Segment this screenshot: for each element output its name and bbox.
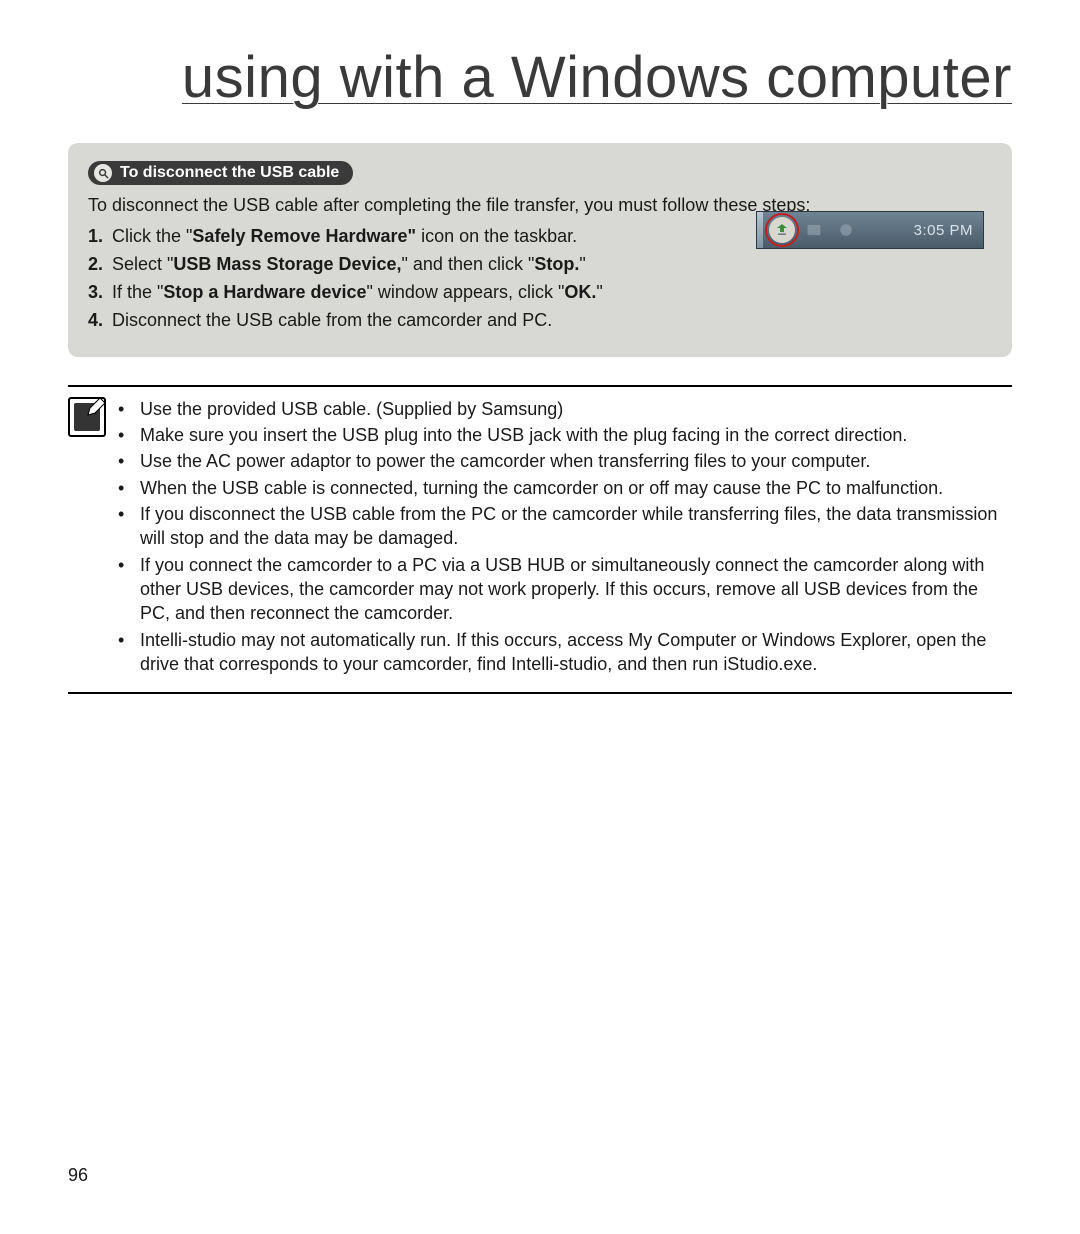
taskbar-edge <box>757 212 763 248</box>
note-item: •If you disconnect the USB cable from th… <box>118 502 1012 551</box>
disconnect-usb-callout: To disconnect the USB cable To disconnec… <box>68 143 1012 357</box>
step-1: 1.Click the "Safely Remove Hardware" ico… <box>88 223 648 251</box>
tray-icon <box>801 217 827 243</box>
taskbar-clock: 3:05 PM <box>914 222 973 239</box>
tray-icon <box>833 217 859 243</box>
step-2: 2.Select "USB Mass Storage Device," and … <box>88 251 648 279</box>
callout-header-text: To disconnect the USB cable <box>120 164 339 182</box>
step-4: 4.Disconnect the USB cable from the camc… <box>88 307 648 335</box>
magnifier-icon <box>94 164 112 182</box>
callout-header-pill: To disconnect the USB cable <box>88 161 353 185</box>
note-item: •Use the AC power adaptor to power the c… <box>118 449 1012 473</box>
note-icon <box>68 397 118 678</box>
note-item: •Make sure you insert the USB plug into … <box>118 423 1012 447</box>
note-item: •Intelli-studio may not automatically ru… <box>118 628 1012 677</box>
step-3: 3.If the "Stop a Hardware device" window… <box>88 279 648 307</box>
safely-remove-hardware-icon <box>769 217 795 243</box>
note-item: •If you connect the camcorder to a PC vi… <box>118 553 1012 626</box>
title-wrap: using with a Windows computer <box>68 0 1012 115</box>
page-number: 96 <box>68 1165 88 1186</box>
taskbar-screenshot: 3:05 PM <box>756 211 984 249</box>
note-item: •Use the provided USB cable. (Supplied b… <box>118 397 1012 421</box>
page-title: using with a Windows computer <box>182 45 1012 110</box>
note-list: •Use the provided USB cable. (Supplied b… <box>118 397 1012 678</box>
note-block: •Use the provided USB cable. (Supplied b… <box>68 385 1012 694</box>
manual-page: using with a Windows computer To disconn… <box>0 0 1080 1234</box>
callout-steps: 1.Click the "Safely Remove Hardware" ico… <box>88 223 648 335</box>
note-item: •When the USB cable is connected, turnin… <box>118 476 1012 500</box>
